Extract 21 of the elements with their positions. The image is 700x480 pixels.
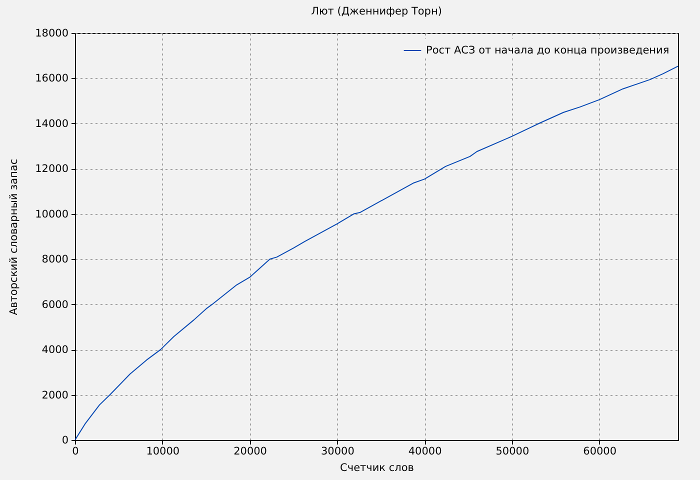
y-tick-label: 4000 bbox=[42, 344, 68, 356]
x-tick-label: 30000 bbox=[320, 446, 354, 458]
x-tick-label: 60000 bbox=[583, 446, 617, 458]
y-tick-label: 18000 bbox=[35, 28, 68, 40]
y-tick-label: 14000 bbox=[35, 118, 68, 130]
x-tick-label: 0 bbox=[72, 446, 79, 458]
legend-label: Рост АСЗ от начала до конца произведения bbox=[426, 44, 670, 56]
y-tick-label: 8000 bbox=[42, 254, 68, 266]
y-tick-label: 6000 bbox=[42, 298, 68, 311]
x-tick-label: 10000 bbox=[146, 446, 180, 458]
y-tick-label: 0 bbox=[62, 434, 68, 446]
x-tick-label: 40000 bbox=[408, 446, 442, 458]
y-axis-title: Авторский словарный запас bbox=[8, 158, 20, 316]
x-tick-label: 50000 bbox=[496, 446, 530, 458]
chart-title: Лют (Дженнифер Торн) bbox=[311, 6, 442, 18]
y-tick-label: 12000 bbox=[35, 163, 68, 176]
x-tick-label: 20000 bbox=[234, 446, 267, 458]
y-tick-label: 10000 bbox=[35, 208, 68, 220]
y-tick-label: 16000 bbox=[35, 72, 68, 85]
x-axis-title: Счетчик слов bbox=[340, 462, 414, 474]
y-tick-label: 2000 bbox=[42, 389, 68, 402]
